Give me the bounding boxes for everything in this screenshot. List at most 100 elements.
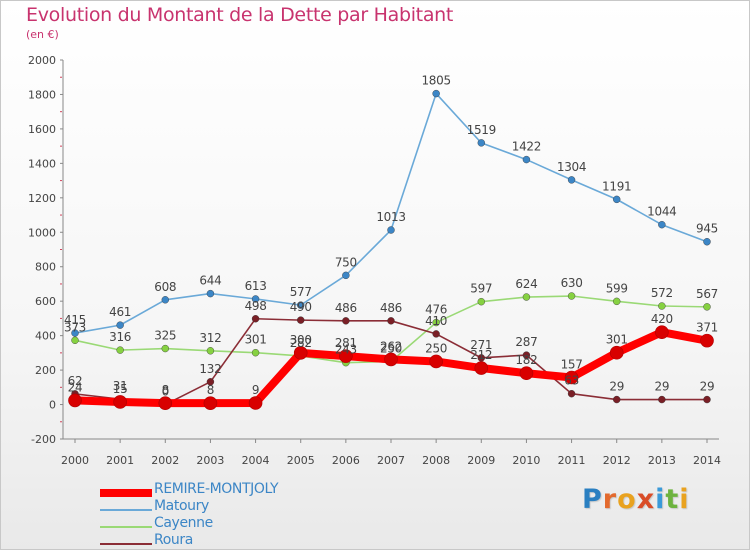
data-point	[113, 395, 127, 409]
data-point	[522, 155, 531, 164]
logo-letter: x	[636, 484, 656, 515]
logo-letter: i	[679, 484, 690, 515]
legend-swatch	[100, 525, 152, 528]
data-label: 498	[245, 299, 267, 313]
data-label: 567	[696, 287, 718, 301]
logo-letter: t	[665, 484, 680, 515]
data-label: 476	[425, 303, 447, 317]
data-point	[567, 176, 576, 184]
data-label: 271	[470, 338, 492, 352]
y-tick-label: 1200	[28, 192, 56, 205]
data-point	[251, 315, 260, 323]
data-label: 24	[68, 380, 83, 394]
data-point	[71, 329, 79, 337]
legend-swatch	[100, 508, 152, 511]
x-tick-label: 2004	[242, 454, 270, 467]
data-label: 282	[290, 336, 312, 350]
data-label: 132	[199, 362, 221, 376]
data-label: 29	[609, 380, 624, 394]
data-label: 316	[109, 330, 131, 344]
data-point	[293, 346, 308, 360]
y-tick-label: 1600	[28, 123, 56, 136]
data-point	[297, 316, 305, 324]
data-label: 301	[245, 333, 267, 347]
data-label: 373	[64, 320, 86, 334]
data-point	[658, 395, 666, 404]
data-label: 486	[335, 301, 357, 315]
data-label: 415	[64, 313, 86, 327]
data-label: 63	[564, 374, 579, 388]
data-label: 250	[425, 341, 447, 355]
data-point	[71, 336, 79, 344]
data-label: 630	[561, 276, 583, 290]
y-tick-label: 2000	[28, 54, 56, 67]
y-tick-label: 1000	[28, 226, 56, 239]
data-point	[161, 344, 169, 353]
data-point	[658, 220, 666, 229]
x-tick-label: 2003	[196, 454, 224, 467]
data-point	[432, 318, 440, 327]
data-point	[206, 347, 215, 355]
data-label: 157	[561, 357, 583, 371]
data-label: 486	[380, 301, 402, 315]
data-label: 29	[700, 380, 715, 394]
data-label: 410	[425, 314, 447, 328]
data-label: 1805	[421, 74, 450, 88]
y-tick-label: 400	[35, 330, 56, 343]
chart-subtitle: (en €)	[26, 28, 59, 41]
data-label: 599	[606, 281, 628, 295]
x-tick-label: 2005	[287, 454, 315, 467]
chart-title: Evolution du Montant de la Dette par Hab…	[26, 4, 454, 26]
data-point	[522, 351, 531, 359]
data-point	[248, 396, 263, 410]
data-point	[384, 352, 398, 367]
data-point	[68, 393, 82, 408]
data-label: 1519	[467, 123, 496, 137]
data-label: 8	[162, 383, 169, 397]
x-tick-label: 2014	[693, 454, 721, 467]
data-label: 281	[335, 336, 357, 350]
data-point	[387, 226, 395, 234]
data-label: 212	[470, 348, 492, 362]
data-point	[161, 296, 169, 304]
data-label: 1013	[376, 210, 405, 224]
x-tick-label: 2009	[467, 454, 495, 467]
data-label: 31	[113, 379, 128, 393]
data-point	[432, 89, 440, 98]
data-label: 29	[655, 380, 670, 394]
data-point	[203, 396, 218, 410]
data-point	[206, 378, 215, 386]
data-point	[429, 354, 443, 369]
logo-letter: P	[582, 484, 603, 515]
data-point	[158, 396, 173, 410]
data-label: 8	[207, 383, 214, 397]
data-label: 0	[162, 385, 169, 399]
data-point	[519, 366, 534, 380]
logo-letter: i	[655, 484, 666, 515]
data-point	[522, 293, 531, 301]
x-tick-label: 2001	[106, 454, 134, 467]
data-label: 312	[199, 331, 221, 345]
data-label: 945	[696, 222, 718, 236]
x-tick-label: 2012	[603, 454, 631, 467]
data-label: 624	[515, 277, 537, 291]
data-point	[613, 195, 621, 204]
data-point	[703, 303, 711, 311]
data-point	[703, 238, 711, 246]
data-point	[116, 346, 124, 354]
data-point	[658, 302, 666, 310]
data-label: 1044	[647, 205, 676, 219]
data-point	[564, 370, 579, 385]
data-label: 490	[290, 300, 312, 314]
data-label: 301	[606, 333, 628, 347]
data-label: 1422	[512, 140, 541, 154]
data-label: 243	[335, 343, 357, 357]
data-label: 62	[68, 374, 83, 388]
data-point	[342, 271, 350, 280]
data-label: 287	[515, 335, 537, 349]
legend-label: Matoury	[154, 498, 209, 514]
logo-letter: r	[602, 484, 618, 515]
data-label: 613	[245, 279, 267, 293]
data-label: 371	[696, 321, 718, 335]
